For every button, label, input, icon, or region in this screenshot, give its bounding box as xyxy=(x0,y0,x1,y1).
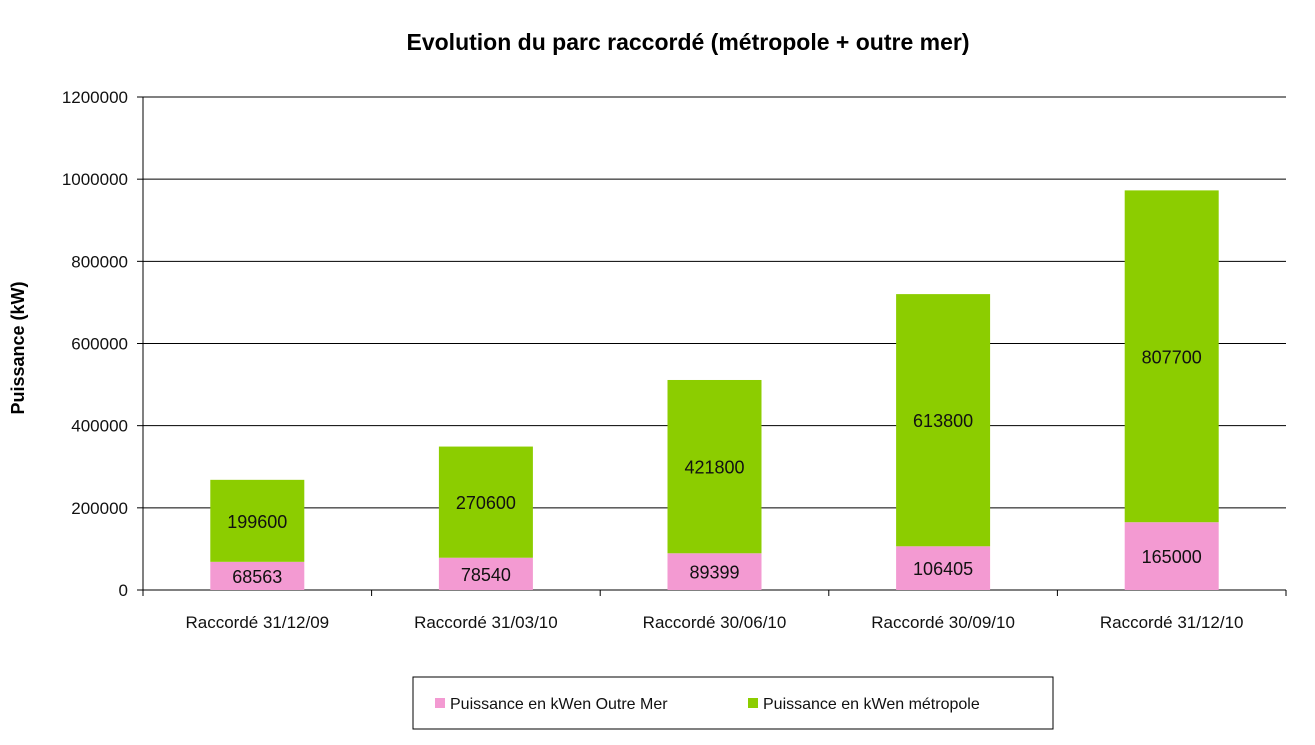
data-label-outre-mer: 106405 xyxy=(913,559,973,579)
gridlines xyxy=(143,96,1286,509)
y-axis-label: Puissance (kW) xyxy=(8,281,28,414)
bar-metropole xyxy=(438,446,533,558)
y-axis-ticks: 0 200000 400000 600000 800000 1000000 1200000 xyxy=(62,88,143,600)
legend-label-metropole: Puissance en kWen métropole xyxy=(763,696,980,713)
data-label-outre-mer: 165000 xyxy=(1142,547,1202,567)
x-tick-label: Raccordé 31/12/10 xyxy=(1100,613,1244,632)
bar-outre-mer xyxy=(667,553,762,590)
bar-outre-mer xyxy=(210,561,305,590)
y-tick-label: 600000 xyxy=(71,335,128,354)
bar-outre-mer xyxy=(438,557,533,590)
legend-label-outre-mer: Puissance en kWen Outre Mer xyxy=(450,696,668,713)
bars xyxy=(210,190,1219,590)
data-label-metropole: 199600 xyxy=(227,512,287,532)
x-tick-label: Raccordé 31/03/10 xyxy=(414,613,558,632)
legend-swatch-metropole xyxy=(748,698,758,708)
data-label-metropole: 807700 xyxy=(1142,347,1202,367)
legend-swatch-outre-mer xyxy=(435,698,445,708)
data-label-metropole: 613800 xyxy=(913,411,973,431)
x-tick-label: Raccordé 31/12/09 xyxy=(185,613,329,632)
data-label-metropole: 270600 xyxy=(456,493,516,513)
bar-metropole xyxy=(210,479,305,562)
x-axis-ticks: Raccordé 31/12/09 Raccordé 31/03/10 Raccor… xyxy=(142,590,1287,632)
bar-outre-mer xyxy=(896,546,991,590)
data-label-metropole: 421800 xyxy=(684,458,744,478)
y-tick-label: 400000 xyxy=(71,417,128,436)
data-label-outre-mer: 89399 xyxy=(689,563,739,583)
data-label-outre-mer: 68563 xyxy=(232,567,282,587)
y-tick-label: 1000000 xyxy=(62,170,128,189)
x-tick-label: Raccordé 30/09/10 xyxy=(871,613,1015,632)
y-tick-label: 1200000 xyxy=(62,88,128,107)
bar-outre-mer xyxy=(1124,522,1219,590)
legend-frame xyxy=(412,676,1054,730)
chart-title: Evolution du parc raccordé (métropole + … xyxy=(407,29,970,55)
x-tick-label: Raccordé 30/06/10 xyxy=(643,613,787,632)
legend: Puissance en kWen Outre Mer Puissance en… xyxy=(412,676,1054,730)
y-tick-label: 800000 xyxy=(71,252,128,271)
bar-metropole xyxy=(896,294,991,547)
data-labels: 68563 199600 78540 270600 89399 421800 106405 6… xyxy=(227,347,1201,587)
bar-metropole xyxy=(1124,190,1219,523)
bar-metropole xyxy=(667,379,762,554)
data-label-outre-mer: 78540 xyxy=(461,565,511,585)
y-tick-label: 0 xyxy=(119,581,128,600)
y-tick-label: 200000 xyxy=(71,499,128,518)
